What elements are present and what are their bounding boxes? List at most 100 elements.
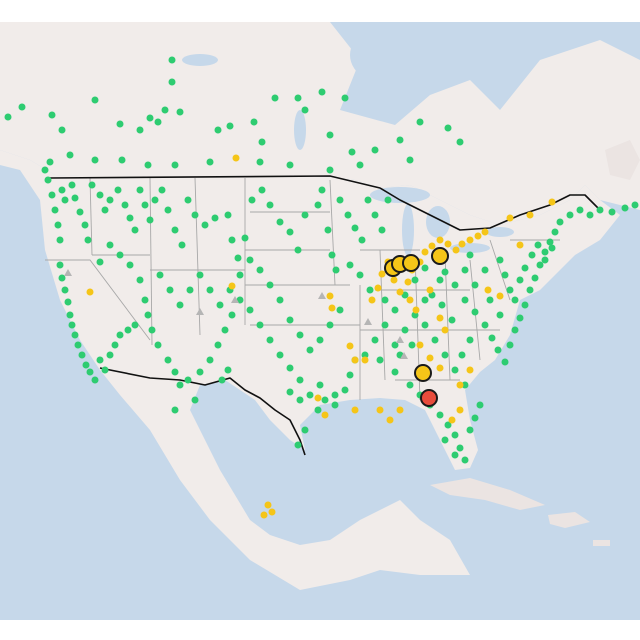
marker-dot[interactable] — [196, 271, 204, 279]
marker-dot[interactable] — [61, 196, 69, 204]
marker-dot[interactable] — [471, 281, 479, 289]
marker-dot[interactable] — [228, 282, 236, 290]
marker-dot[interactable] — [476, 401, 484, 409]
marker-dot[interactable] — [386, 416, 394, 424]
marker-dot[interactable] — [536, 261, 544, 269]
marker-dot[interactable] — [374, 284, 382, 292]
marker-dot[interactable] — [46, 158, 54, 166]
marker-dot[interactable] — [118, 156, 126, 164]
marker-dot[interactable] — [71, 331, 79, 339]
marker-dot[interactable] — [381, 321, 389, 329]
marker-dot[interactable] — [321, 411, 329, 419]
marker-dot[interactable] — [381, 296, 389, 304]
marker-dot[interactable] — [296, 396, 304, 404]
marker-dot[interactable] — [501, 358, 509, 366]
marker-dot[interactable] — [226, 122, 234, 130]
marker-dot[interactable] — [421, 321, 429, 329]
marker-dot[interactable] — [351, 406, 359, 414]
marker-dot[interactable] — [486, 296, 494, 304]
marker-dot[interactable] — [191, 396, 199, 404]
marker-dot[interactable] — [526, 286, 534, 294]
marker-dot[interactable] — [196, 368, 204, 376]
marker-dot[interactable] — [68, 321, 76, 329]
marker-dot[interactable] — [412, 306, 420, 314]
marker-dot[interactable] — [608, 208, 616, 216]
marker-dot[interactable] — [458, 240, 466, 248]
marker-dot[interactable] — [246, 306, 254, 314]
marker-dot[interactable] — [506, 341, 514, 349]
marker-dot[interactable] — [331, 391, 339, 399]
marker-dot[interactable] — [631, 201, 639, 209]
marker-dot[interactable] — [346, 342, 354, 350]
marker-dot[interactable] — [271, 94, 279, 102]
marker-dot[interactable] — [384, 196, 392, 204]
marker-dot[interactable] — [91, 156, 99, 164]
highlight-marker[interactable] — [420, 389, 438, 407]
highlight-marker[interactable] — [402, 254, 420, 272]
marker-dot[interactable] — [541, 256, 549, 264]
marker-dot[interactable] — [516, 276, 524, 284]
marker-dot[interactable] — [356, 271, 364, 279]
marker-dot[interactable] — [494, 346, 502, 354]
marker-dot[interactable] — [521, 301, 529, 309]
marker-dot[interactable] — [546, 238, 554, 246]
marker-dot[interactable] — [481, 228, 489, 236]
marker-dot[interactable] — [366, 286, 374, 294]
marker-dot[interactable] — [96, 191, 104, 199]
marker-dot[interactable] — [164, 356, 172, 364]
marker-dot[interactable] — [461, 266, 469, 274]
marker-dot[interactable] — [48, 111, 56, 119]
marker-dot[interactable] — [58, 274, 66, 282]
marker-dot[interactable] — [294, 246, 302, 254]
marker-dot[interactable] — [296, 331, 304, 339]
marker-dot[interactable] — [256, 158, 264, 166]
marker-dot[interactable] — [86, 288, 94, 296]
marker-dot[interactable] — [396, 136, 404, 144]
marker-dot[interactable] — [534, 241, 542, 249]
marker-dot[interactable] — [391, 306, 399, 314]
marker-dot[interactable] — [314, 406, 322, 414]
marker-dot[interactable] — [421, 248, 429, 256]
marker-dot[interactable] — [306, 391, 314, 399]
marker-dot[interactable] — [391, 341, 399, 349]
marker-dot[interactable] — [131, 226, 139, 234]
marker-dot[interactable] — [461, 456, 469, 464]
marker-dot[interactable] — [426, 354, 434, 362]
marker-dot[interactable] — [58, 126, 66, 134]
triangle-marker[interactable] — [400, 352, 408, 359]
marker-dot[interactable] — [126, 214, 134, 222]
marker-dot[interactable] — [228, 311, 236, 319]
marker-dot[interactable] — [596, 206, 604, 214]
marker-dot[interactable] — [144, 161, 152, 169]
marker-dot[interactable] — [516, 241, 524, 249]
marker-dot[interactable] — [528, 251, 536, 259]
marker-dot[interactable] — [294, 441, 302, 449]
marker-dot[interactable] — [551, 228, 559, 236]
marker-dot[interactable] — [496, 256, 504, 264]
marker-dot[interactable] — [416, 118, 424, 126]
marker-dot[interactable] — [351, 224, 359, 232]
marker-dot[interactable] — [526, 211, 534, 219]
marker-dot[interactable] — [286, 228, 294, 236]
marker-dot[interactable] — [501, 271, 509, 279]
marker-dot[interactable] — [466, 336, 474, 344]
marker-dot[interactable] — [116, 120, 124, 128]
marker-dot[interactable] — [318, 186, 326, 194]
marker-dot[interactable] — [301, 106, 309, 114]
marker-dot[interactable] — [234, 254, 242, 262]
marker-dot[interactable] — [96, 356, 104, 364]
triangle-marker[interactable] — [64, 269, 72, 276]
marker-dot[interactable] — [484, 286, 492, 294]
marker-dot[interactable] — [346, 261, 354, 269]
marker-dot[interactable] — [246, 256, 254, 264]
marker-dot[interactable] — [396, 288, 404, 296]
marker-dot[interactable] — [376, 406, 384, 414]
marker-dot[interactable] — [84, 236, 92, 244]
marker-dot[interactable] — [68, 181, 76, 189]
marker-dot[interactable] — [191, 211, 199, 219]
marker-dot[interactable] — [321, 396, 329, 404]
marker-dot[interactable] — [448, 316, 456, 324]
marker-dot[interactable] — [436, 276, 444, 284]
marker-dot[interactable] — [218, 376, 226, 384]
marker-dot[interactable] — [441, 326, 449, 334]
